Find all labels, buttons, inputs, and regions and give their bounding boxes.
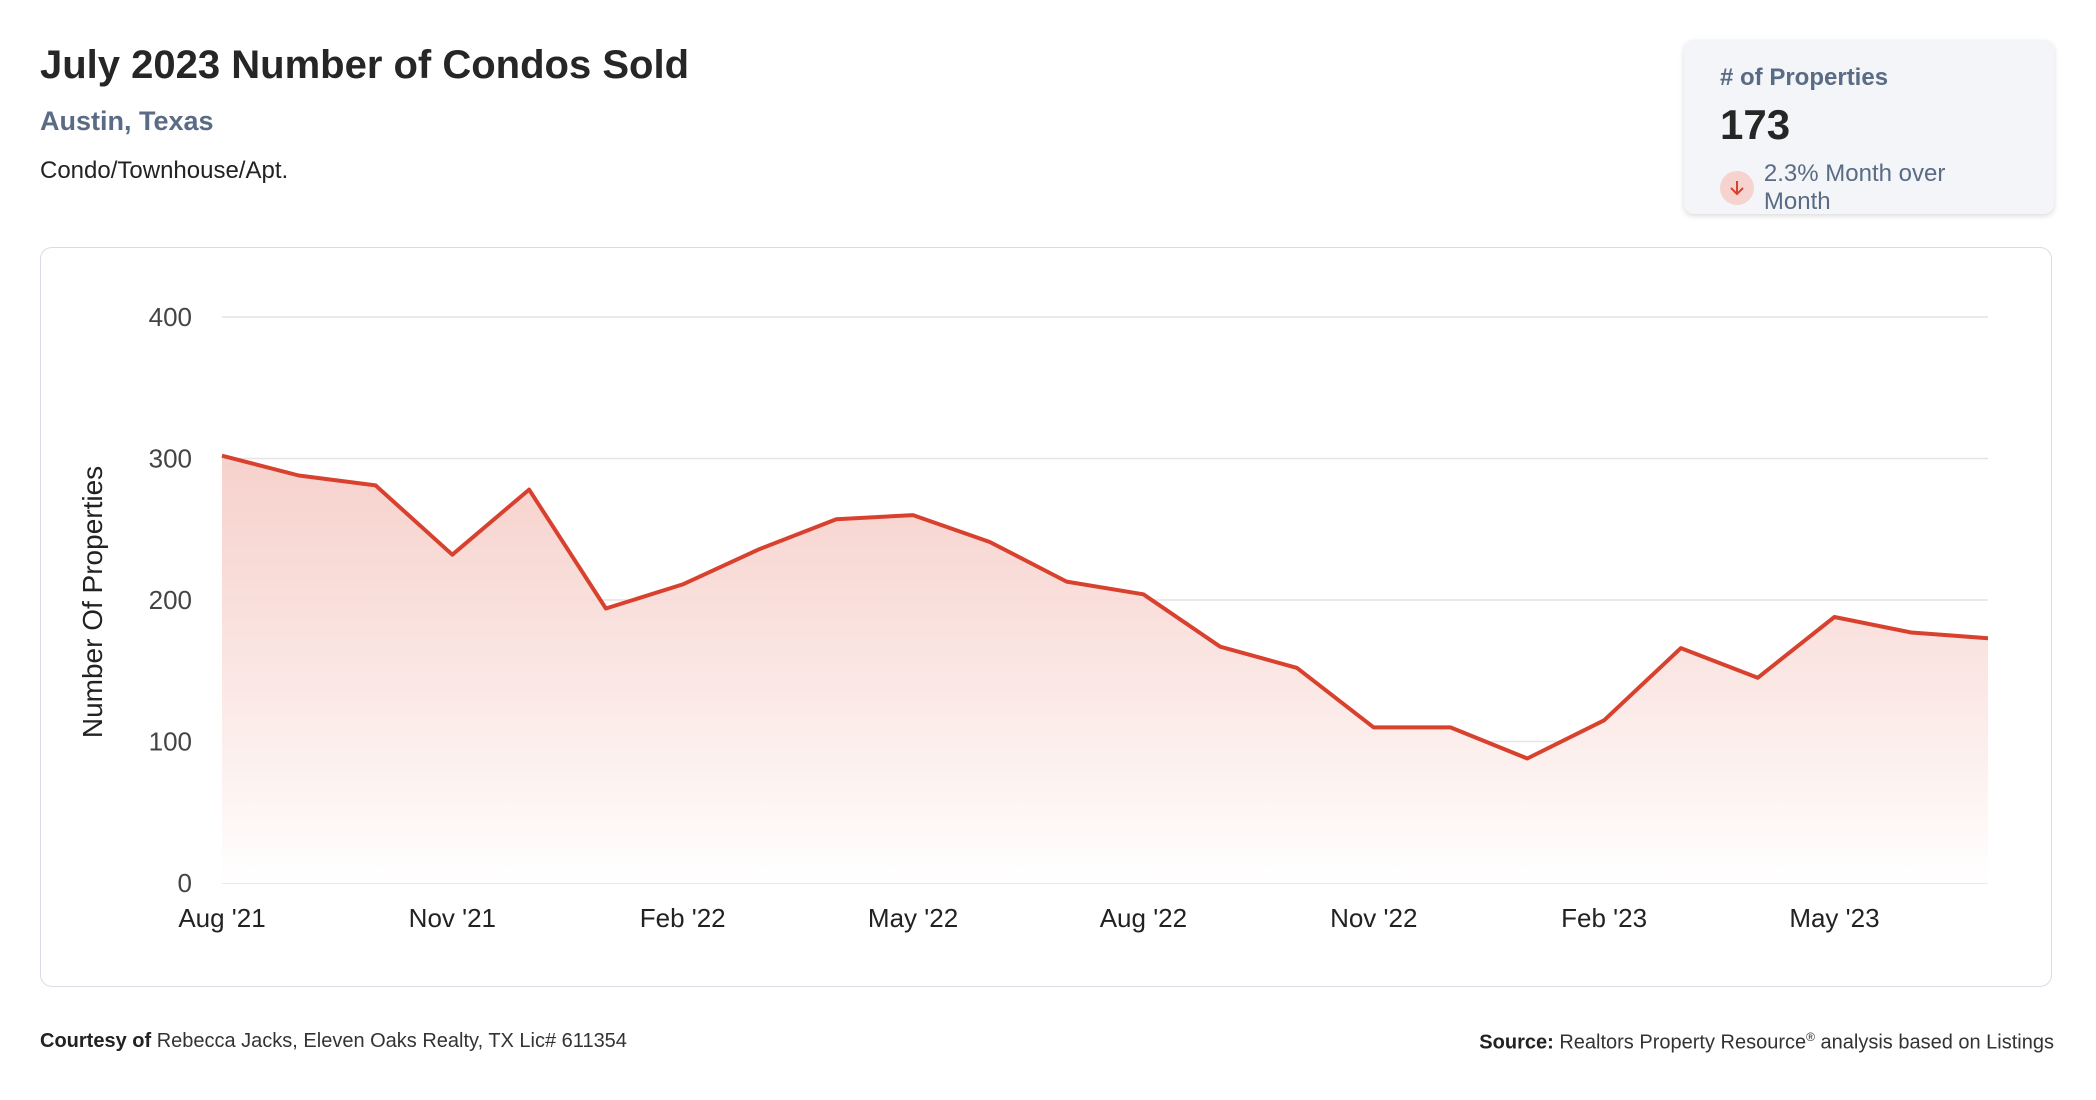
kpi-change: 2.3% Month over Month: [1720, 160, 2018, 216]
x-tick-label: Feb '23: [1561, 903, 1647, 933]
kpi-card: # of Properties 173 2.3% Month over Mont…: [1684, 40, 2054, 216]
y-tick-label: 300: [149, 444, 192, 474]
y-tick-label: 0: [178, 868, 192, 898]
source-footer: Source: Realtors Property Resource® anal…: [1479, 1030, 2054, 1055]
kpi-change-text: 2.3% Month over Month: [1763, 160, 1946, 216]
x-tick-label: Nov '22: [1330, 903, 1417, 933]
x-tick-label: Nov '21: [409, 903, 496, 933]
y-axis-label: Number Of Properties: [77, 466, 108, 738]
courtesy-footer: Courtesy of Rebecca Jacks, Eleven Oaks R…: [40, 1030, 627, 1053]
series-line: [221, 453, 1989, 761]
source-text-suffix: analysis based on Listings: [1814, 1031, 2055, 1054]
page-title: July 2023 Number of Condos Sold: [40, 43, 690, 87]
location-subtitle: Austin, Texas: [40, 106, 214, 136]
x-tick-label: Aug '22: [1100, 903, 1187, 933]
line-chart: 0 100 200 300 400 Aug '21 Nov '21 Feb '22 May '…: [77, 302, 1989, 933]
x-tick-label: May '23: [1789, 903, 1879, 933]
registered-mark: ®: [1806, 1030, 1815, 1044]
chart-frame: [40, 247, 2052, 987]
kpi-value: 173: [1720, 101, 1791, 148]
y-tick-label: 200: [149, 585, 192, 615]
kpi-label: # of Properties: [1720, 64, 1889, 91]
area-fill: [222, 455, 1988, 883]
courtesy-text: Rebecca Jacks, Eleven Oaks Realty, TX Li…: [156, 1030, 627, 1052]
x-tick-label: Feb '22: [640, 903, 726, 933]
source-text: Realtors Property Resource: [1559, 1031, 1807, 1054]
source-label: Source:: [1479, 1031, 1554, 1054]
arrow-down-icon: [1720, 171, 1754, 206]
x-tick-label: May '22: [868, 903, 958, 933]
courtesy-label: Courtesy of: [40, 1030, 152, 1052]
header: July 2023 Number of Condos Sold Austin, …: [40, 40, 689, 185]
y-tick-label: 400: [149, 302, 192, 332]
y-tick-label: 100: [149, 727, 192, 757]
property-type-label: Condo/Townhouse/Apt.: [40, 157, 289, 184]
x-tick-label: Aug '21: [178, 903, 265, 933]
